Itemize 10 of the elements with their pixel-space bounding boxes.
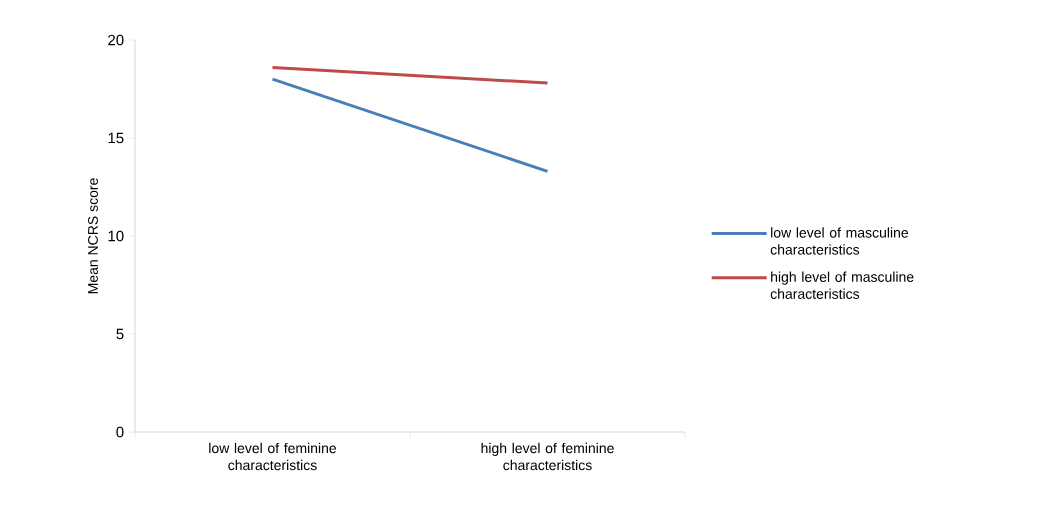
- y-tick-label: 10: [108, 230, 124, 242]
- legend-label: low level of masculine characteristics: [770, 227, 909, 255]
- y-tick-label: 15: [108, 132, 124, 144]
- x-tick-label: high level of feminine characteristics: [481, 442, 614, 471]
- y-tick-label: 20: [108, 34, 124, 46]
- y-tick-label: 0: [116, 426, 124, 438]
- x-tick-label: low level of feminine characteristics: [209, 442, 337, 471]
- y-axis-title: Mean NCRS score: [88, 178, 98, 294]
- legend-label: high level of masculine characteristics: [770, 271, 914, 299]
- y-tick-label: 5: [116, 328, 124, 340]
